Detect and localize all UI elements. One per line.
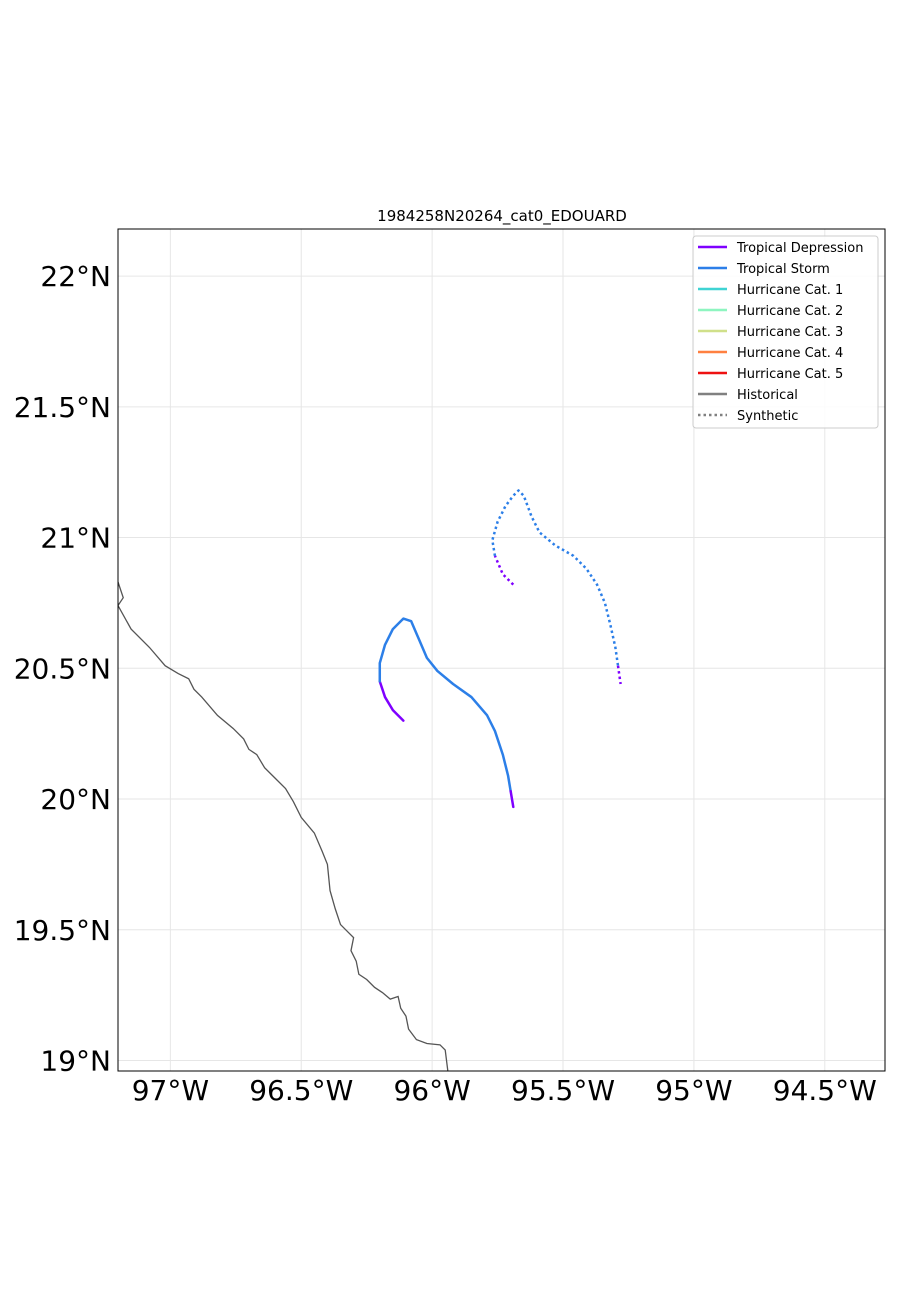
y-tick-label: 21.5°N [14, 391, 111, 424]
y-tick-label: 22°N [40, 260, 111, 293]
x-tick-label: 94.5°W [773, 1074, 877, 1107]
y-axis-ticks: 19°N 19.5°N 20°N 20.5°N 21°N 21.5°N 22°N [14, 260, 111, 1077]
x-tick-label: 96.5°W [249, 1074, 353, 1107]
legend: Tropical Depression Tropical Storm Hurrica… [692, 235, 879, 429]
map-title: 1984258N20264_cat0_EDOUARD [377, 207, 627, 226]
x-axis-ticks: 97°W 96.5°W 96°W 95.5°W 95°W 94.5°W [132, 1074, 877, 1107]
legend-label: Hurricane Cat. 4 [737, 346, 843, 361]
legend-label: Tropical Storm [736, 262, 830, 277]
legend-label: Tropical Depression [736, 241, 863, 256]
x-tick-label: 96°W [393, 1074, 470, 1107]
x-tick-label: 95.5°W [511, 1074, 615, 1107]
synthetic-track-segment [491, 489, 620, 666]
y-tick-label: 21°N [40, 522, 111, 555]
legend-label: Historical [737, 388, 798, 403]
legend-label: Hurricane Cat. 2 [737, 304, 843, 319]
coastline [118, 581, 449, 1071]
x-tick-label: 95°W [655, 1074, 732, 1107]
legend-label: Hurricane Cat. 5 [737, 367, 843, 382]
historical-track-segment [378, 617, 512, 793]
historical-track-segment [378, 680, 405, 722]
y-tick-label: 19°N [40, 1045, 111, 1078]
y-tick-label: 19.5°N [14, 914, 111, 947]
historical-track-segment [509, 789, 515, 809]
legend-label: Hurricane Cat. 3 [737, 325, 843, 340]
legend-label: Hurricane Cat. 1 [737, 283, 843, 298]
legend-box [692, 235, 879, 429]
y-tick-label: 20.5°N [14, 652, 111, 685]
plot-frame [117, 228, 886, 1072]
storm-tracks [378, 489, 622, 809]
y-tick-label: 20°N [40, 783, 111, 816]
x-tick-label: 97°W [132, 1074, 209, 1107]
legend-label: Synthetic [737, 409, 798, 424]
coastline-path [118, 581, 449, 1071]
synthetic-track-segment [493, 555, 515, 586]
